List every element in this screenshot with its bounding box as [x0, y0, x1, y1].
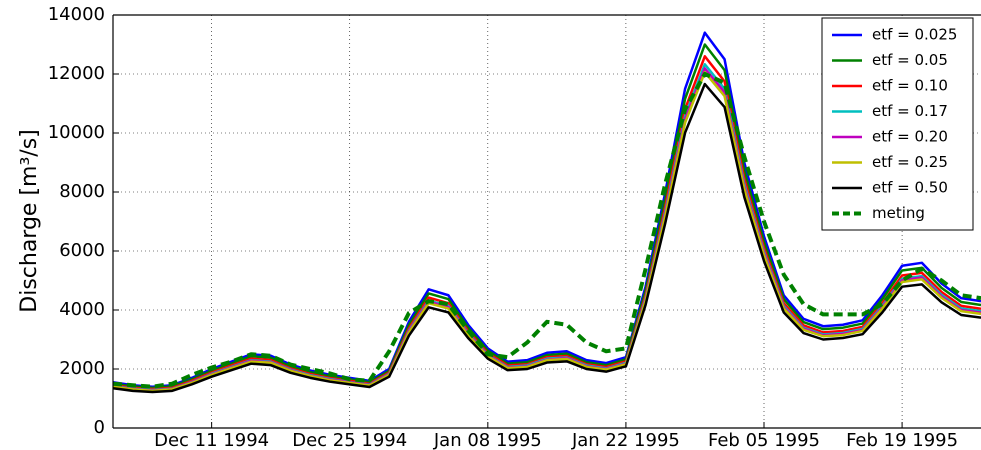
legend-label: etf = 0.17 [872, 102, 948, 120]
series-line [113, 70, 981, 393]
y-tick-label: 8000 [59, 181, 105, 202]
series-line [113, 31, 981, 388]
legend-label: etf = 0.10 [872, 77, 948, 95]
y-tick-label: 0 [94, 417, 105, 438]
x-tick-label: Jan 22 1995 [571, 430, 680, 450]
y-tick-label: 6000 [59, 240, 105, 261]
legend-label: etf = 0.25 [872, 153, 948, 171]
legend-label: etf = 0.20 [872, 128, 948, 146]
x-tick-label: Feb 19 1995 [846, 430, 958, 450]
y-tick-label: 4000 [59, 299, 105, 320]
y-tick-label: 14000 [48, 4, 105, 25]
series-line [113, 43, 981, 390]
x-tick-label: Jan 08 1995 [433, 430, 542, 450]
legend-label: etf = 0.025 [872, 26, 957, 44]
y-tick-label: 2000 [59, 358, 105, 379]
y-tick-label: 12000 [48, 63, 105, 84]
plot-lines [113, 31, 981, 394]
legend-label: etf = 0.50 [872, 179, 948, 197]
series-line [113, 72, 981, 389]
x-tick-label: Dec 25 1994 [292, 430, 407, 450]
legend-label: meting [872, 204, 925, 222]
x-tick-label: Feb 05 1995 [708, 430, 820, 450]
legend-label: etf = 0.05 [872, 51, 948, 69]
series-line [113, 55, 981, 391]
y-axis-label: Discharge [m³/s] [17, 129, 42, 312]
series-line [113, 82, 981, 394]
y-tick-label: 10000 [48, 122, 105, 143]
legend-box [821, 17, 974, 231]
x-tick-label: Dec 11 1994 [154, 430, 269, 450]
